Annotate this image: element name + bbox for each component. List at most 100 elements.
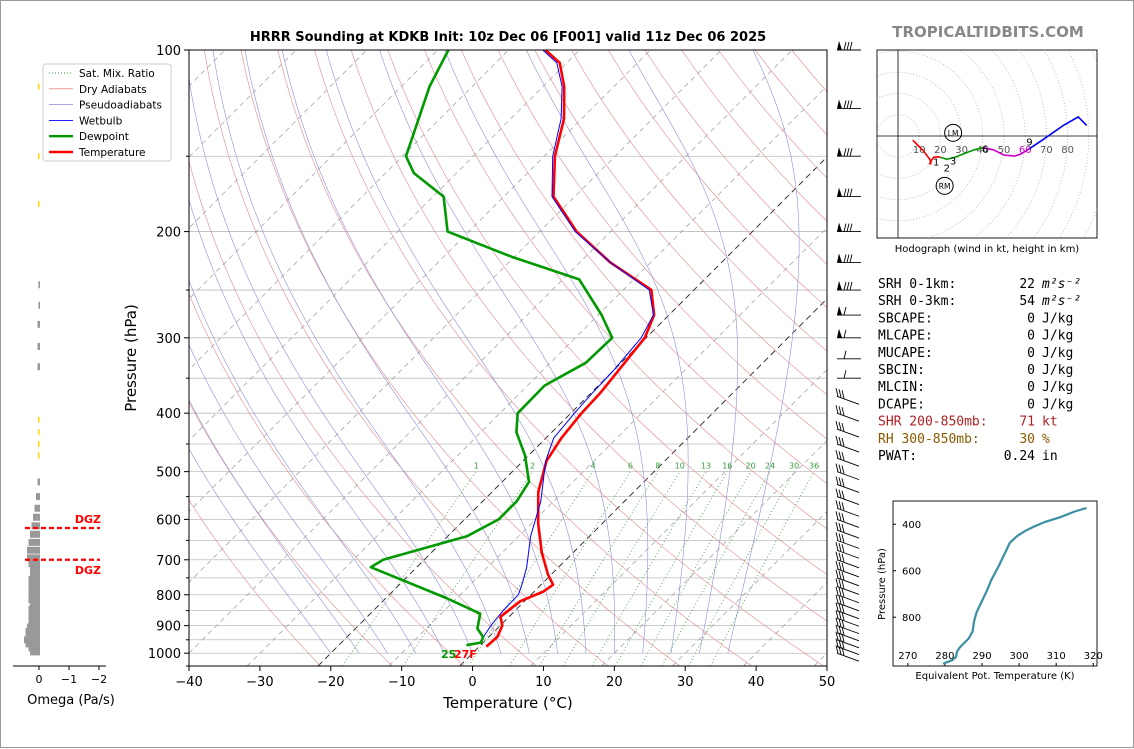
y-tick-label: 100 — [156, 44, 181, 59]
barb-feather — [839, 579, 841, 587]
barb-feather — [839, 512, 841, 520]
pseudoadiabat — [185, 50, 473, 653]
index-value: 0 — [1027, 397, 1035, 412]
index-value: 71 — [1019, 415, 1035, 430]
wind-barb — [837, 147, 861, 156]
barb-feather — [850, 282, 852, 290]
theta-e-y-tick-label: 800 — [902, 613, 921, 624]
pseudoadiabat — [728, 50, 799, 653]
index-unit: in — [1042, 449, 1058, 464]
mixing-ratio-label: 6 — [628, 462, 633, 471]
x-tick-label: 50 — [819, 675, 836, 690]
barb-feather — [842, 478, 844, 486]
mixing-ratio-label: 2 — [530, 462, 535, 471]
index-label: SBCIN: — [878, 363, 925, 378]
barb-feather — [839, 588, 841, 596]
omega-bar — [38, 302, 40, 309]
legend-label: Wetbulb — [79, 115, 123, 127]
barb-feather — [847, 224, 849, 232]
watermark: TROPICALTIDBITS.COM — [892, 23, 1084, 41]
barb-feather — [850, 148, 852, 156]
wind-barb — [836, 464, 859, 480]
barb-shaft — [837, 497, 859, 505]
barb-feather — [836, 464, 838, 472]
barb-feather — [844, 189, 846, 197]
y-tick-label: 200 — [156, 226, 181, 241]
barb-shaft — [837, 396, 859, 404]
barb-feather — [836, 603, 838, 611]
barb-feather — [842, 438, 844, 446]
dry-adiabat — [314, 50, 823, 666]
theta-e-x-tick-label: 270 — [898, 651, 917, 662]
hodograph-height-label: 9 — [1026, 137, 1032, 148]
y-tick-label: 500 — [156, 466, 181, 481]
legend-label: Dry Adiabats — [79, 84, 147, 96]
barb-feather — [842, 534, 844, 542]
legend-label: Temperature — [78, 147, 146, 159]
barb-feather — [844, 148, 846, 156]
omega-x-tick-label: −1 — [61, 673, 77, 686]
omega-bar-yellow — [38, 201, 40, 207]
barb-shaft — [837, 413, 859, 421]
omega-axis-label: Omega (Pa/s) — [27, 693, 115, 708]
barb-feather — [839, 571, 841, 579]
barb-flag — [837, 188, 842, 197]
index-value: 0 — [1027, 380, 1035, 395]
y-tick-label: 400 — [156, 407, 181, 422]
barb-feather — [836, 522, 838, 530]
wind-barb — [836, 450, 859, 466]
pseudoadiabat — [380, 50, 615, 653]
barb-flag — [837, 147, 842, 156]
wind-barb — [837, 306, 861, 315]
isotherm-line — [176, 50, 792, 666]
barb-feather — [839, 501, 841, 509]
mixing-ratio-line — [469, 472, 593, 666]
barb-feather — [850, 224, 852, 232]
index-label: SRH 0-1km: — [878, 277, 956, 292]
wind-barb — [836, 595, 859, 611]
index-label: SRH 0-3km: — [878, 294, 956, 309]
index-value: 0 — [1027, 329, 1035, 344]
index-unit: J/kg — [1042, 380, 1073, 395]
barb-feather — [842, 580, 844, 588]
barb-shaft — [837, 472, 859, 480]
barb-feather — [839, 477, 841, 485]
barb-feather — [847, 42, 849, 50]
barb-feather — [844, 282, 846, 290]
skewt-frame — [189, 50, 827, 666]
barb-feather — [844, 351, 846, 359]
barb-flag — [837, 99, 842, 108]
wind-barb-column — [836, 41, 861, 661]
x-tick-label: −40 — [175, 675, 202, 690]
wind-barb — [836, 603, 859, 619]
hodograph-height-label: 3 — [950, 156, 956, 167]
barb-feather — [842, 491, 844, 499]
barb-flag — [837, 41, 842, 50]
omega-bar-yellow — [38, 153, 40, 159]
barb-feather — [839, 406, 841, 414]
dgz-label: DGZ — [75, 564, 101, 577]
omega-bar-yellow — [38, 84, 40, 90]
dry-adiabat — [131, 50, 465, 666]
index-value: 0.24 — [1004, 449, 1035, 464]
legend-label: Pseudoadiabats — [79, 100, 162, 112]
barb-feather — [842, 597, 844, 605]
wind-barb — [836, 610, 859, 626]
barb-feather — [839, 562, 841, 570]
hodograph-caption: Hodograph (wind in kt, height in km) — [895, 244, 1080, 255]
barb-flag — [837, 281, 842, 290]
index-label: PWAT: — [878, 449, 917, 464]
pseudoadiabat — [526, 50, 688, 653]
mixing-ratio-label: 4 — [590, 462, 595, 471]
mixing-ratio-line — [563, 472, 679, 666]
wind-barb — [836, 421, 859, 437]
barb-flag — [837, 329, 842, 338]
barb-feather — [836, 610, 838, 618]
barb-feather — [842, 572, 844, 580]
barb-feather — [836, 500, 838, 508]
barb-feather — [836, 450, 838, 458]
barb-feather — [847, 254, 849, 262]
